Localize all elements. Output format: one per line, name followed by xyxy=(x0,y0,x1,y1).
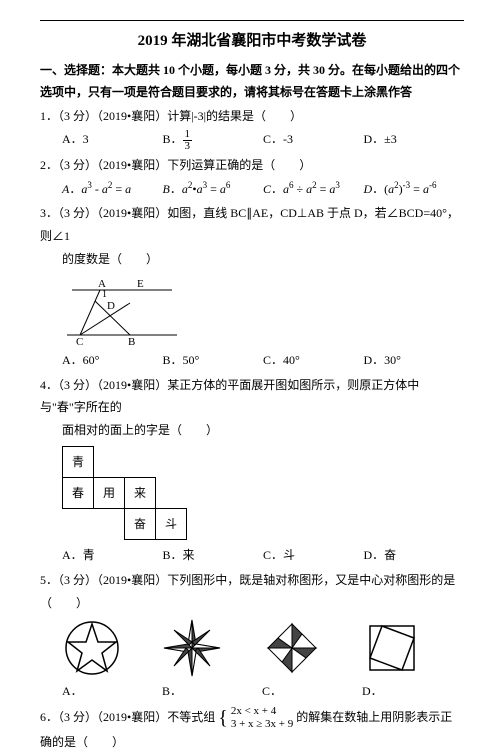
rotated-square-icon xyxy=(362,618,422,678)
q5-opt-c: C． xyxy=(262,680,282,703)
question-5: 5．（3 分）（2019•襄阳）下列图形中，既是轴对称图形，又是中心对称图形的是… xyxy=(40,569,464,703)
q3-figure: A E D 1 C B xyxy=(62,275,464,345)
q2-opt-d: D．(a2)-3 = a-6 xyxy=(364,177,465,201)
question-2: 2．（3 分）（2019•襄阳）下列运算正确的是（ ） A．a3 - a2 = … xyxy=(40,154,464,201)
q4-opt-c: C．斗 xyxy=(263,544,364,567)
question-4: 4．（3 分）（2019•襄阳）某正方体的平面展开图如图所示，则原正方体中与"春… xyxy=(40,374,464,567)
q5-opt-a: A． xyxy=(62,680,83,703)
inequality-system: 2x < x + 4 3 + x ≥ 3x + 9 xyxy=(231,705,293,731)
q3-stem-2: 的度数是（ ） xyxy=(62,248,464,271)
question-3: 3．（3 分）（2019•襄阳）如图，直线 BC∥AE，CD⊥AB 于点 D，若… xyxy=(40,202,464,371)
q2-options: A．a3 - a2 = a B．a2•a3 = a6 C．a6 ÷ a2 = a… xyxy=(62,177,464,201)
pinwheel-icon xyxy=(262,618,322,678)
section-1-heading: 一、选择题：本大题共 10 个小题，每小题 3 分，共 30 分。在每小题给出的… xyxy=(40,60,464,103)
q5-figures: A． B． xyxy=(62,618,464,703)
q3-opt-a: A．60° xyxy=(62,349,163,372)
question-1: 1．（3 分）（2019•襄阳）计算|-3|的结果是（ ） A．3 B．13 C… xyxy=(40,105,464,152)
q5-opt-d: D． xyxy=(362,680,383,703)
compass-star-icon xyxy=(162,618,222,678)
q2-opt-b: B．a2•a3 = a6 xyxy=(163,177,264,201)
q2-opt-a: A．a3 - a2 = a xyxy=(62,177,163,201)
question-6: 6．（3 分）（2019•襄阳）不等式组 { 2x < x + 4 3 + x … xyxy=(40,705,464,754)
q1-opt-d: D．±3 xyxy=(364,128,465,152)
q3-opt-c: C．40° xyxy=(263,349,364,372)
q6-stem-pre: 6．（3 分）（2019•襄阳）不等式组 xyxy=(40,710,215,724)
q1-opt-c: C．-3 xyxy=(263,128,364,152)
svg-text:B: B xyxy=(128,336,135,345)
q5-stem: 5．（3 分）（2019•襄阳）下列图形中，既是轴对称图形，又是中心对称图形的是… xyxy=(40,569,464,615)
q3-options: A．60° B．50° C．40° D．30° xyxy=(62,349,464,372)
q4-stem-2: 面相对的面上的字是（ ） xyxy=(62,419,464,442)
q2-stem: 2．（3 分）（2019•襄阳）下列运算正确的是（ ） xyxy=(40,154,464,177)
fraction-icon: 13 xyxy=(183,129,193,152)
q4-opt-a: A．青 xyxy=(62,544,163,567)
parallel-lines-diagram: A E D 1 C B xyxy=(62,275,182,345)
q4-options: A．青 B．来 C．斗 D．奋 xyxy=(62,544,464,567)
q1-options: A．3 B．13 C．-3 D．±3 xyxy=(62,128,464,152)
q1-opt-a: A．3 xyxy=(62,128,163,152)
q5-opt-b: B． xyxy=(162,680,182,703)
q4-opt-b: B．来 xyxy=(163,544,264,567)
svg-text:D: D xyxy=(107,300,115,312)
q4-stem-1: 4．（3 分）（2019•襄阳）某正方体的平面展开图如图所示，则原正方体中与"春… xyxy=(40,374,464,420)
q1-stem: 1．（3 分）（2019•襄阳）计算|-3|的结果是（ ） xyxy=(40,105,464,128)
exam-title: 2019 年湖北省襄阳市中考数学试卷 xyxy=(40,29,464,50)
q3-opt-d: D．30° xyxy=(364,349,465,372)
exam-page: 2019 年湖北省襄阳市中考数学试卷 一、选择题：本大题共 10 个小题，每小题… xyxy=(0,0,504,713)
q4-opt-d: D．奋 xyxy=(364,544,465,567)
svg-text:C: C xyxy=(76,336,83,345)
cube-net-figure: 青 春用来 奋斗 xyxy=(62,446,464,540)
svg-text:E: E xyxy=(137,278,144,290)
star-in-circle-icon xyxy=(62,618,122,678)
top-rule xyxy=(40,20,464,21)
svg-text:1: 1 xyxy=(102,289,107,300)
q3-opt-b: B．50° xyxy=(163,349,264,372)
q3-stem-1: 3．（3 分）（2019•襄阳）如图，直线 BC∥AE，CD⊥AB 于点 D，若… xyxy=(40,202,464,248)
q1-opt-b: B．13 xyxy=(163,128,264,152)
q2-opt-c: C．a6 ÷ a2 = a3 xyxy=(263,177,364,201)
brace-icon: { xyxy=(218,711,228,725)
